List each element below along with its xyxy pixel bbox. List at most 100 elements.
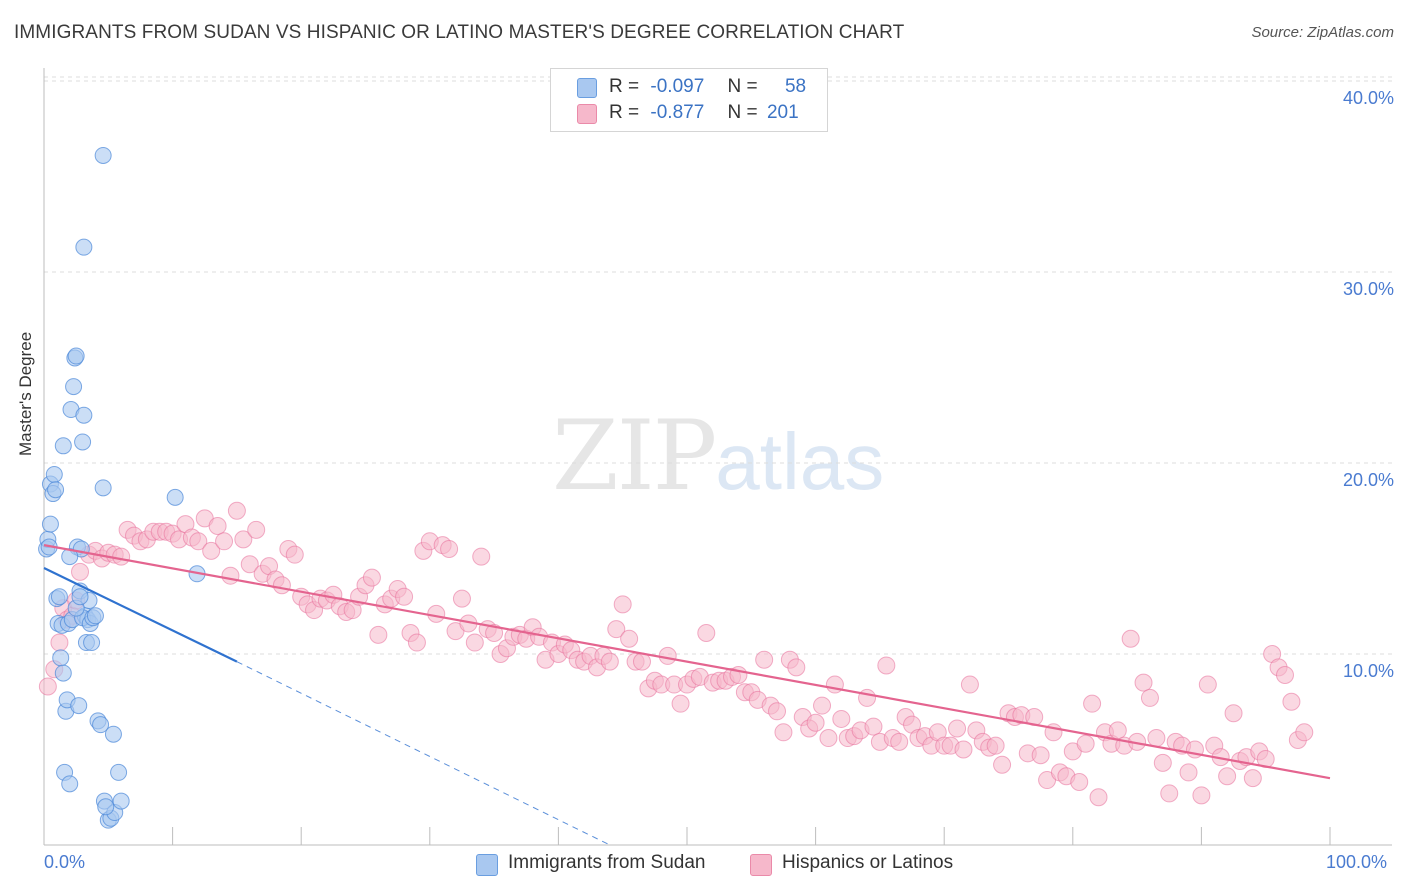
data-point-hispanic: [600, 652, 619, 671]
data-point-hispanic: [1070, 772, 1089, 791]
data-point-hispanic: [1224, 704, 1243, 723]
data-point-sudan: [47, 481, 65, 499]
y-tick-label: 10.0%: [1342, 661, 1394, 681]
data-point-hispanic: [1243, 769, 1262, 788]
data-point-sudan: [92, 716, 110, 734]
data-point-hispanic: [1160, 784, 1179, 803]
data-point-hispanic: [1147, 729, 1166, 748]
data-point-hispanic: [858, 688, 877, 707]
data-point-hispanic: [787, 658, 806, 677]
data-point-sudan: [75, 238, 93, 256]
data-point-hispanic: [485, 623, 504, 642]
data-point-sudan: [50, 588, 68, 606]
data-point-hispanic: [658, 646, 677, 665]
data-point-sudan: [75, 406, 93, 424]
data-point-sudan: [67, 347, 85, 365]
watermark-zip: ZIP: [552, 400, 717, 512]
data-point-hispanic: [1134, 673, 1153, 692]
data-point-sudan: [61, 548, 79, 566]
bottom-legend-label: Immigrants from Sudan: [508, 852, 706, 873]
legend-swatch-pink: [577, 104, 597, 124]
data-point-hispanic: [472, 547, 491, 566]
data-point-hispanic: [890, 732, 909, 751]
legend-swatch-blue: [476, 854, 498, 876]
watermark-atlas: atlas: [715, 417, 885, 506]
data-point-sudan: [86, 607, 104, 625]
data-point-hispanic: [1295, 723, 1314, 742]
data-point-sudan: [54, 437, 72, 455]
data-point-hispanic: [71, 562, 90, 581]
data-point-hispanic: [671, 694, 690, 713]
data-point-hispanic: [189, 532, 208, 551]
data-point-hispanic: [774, 723, 793, 742]
data-point-hispanic: [1031, 746, 1050, 765]
legend-r-label: R =: [609, 102, 640, 123]
data-point-sudan: [112, 792, 130, 810]
data-point-hispanic: [234, 530, 253, 549]
data-point-hispanic: [613, 595, 632, 614]
correlation-legend: R = -0.097 N = 58 R = -0.877 N = 201: [550, 68, 828, 132]
y-axis-label: Master's Degree: [16, 331, 35, 456]
data-point-hispanic: [395, 587, 414, 606]
data-point-hispanic: [1121, 629, 1140, 648]
data-point-sudan: [70, 697, 88, 715]
data-point-hispanic: [240, 555, 259, 574]
data-point-hispanic: [227, 501, 246, 520]
legend-n-value: 58: [784, 76, 807, 97]
data-point-sudan: [83, 634, 101, 652]
data-point-hispanic: [960, 675, 979, 694]
data-point-hispanic: [272, 576, 291, 595]
data-point-hispanic: [452, 589, 471, 608]
data-point-sudan: [94, 146, 112, 164]
data-point-hispanic: [954, 740, 973, 759]
data-point-sudan: [110, 763, 128, 781]
data-point-hispanic: [215, 532, 234, 551]
data-point-sudan: [41, 515, 59, 533]
data-point-hispanic: [697, 623, 716, 642]
data-point-hispanic: [362, 568, 381, 587]
data-point-sudan: [65, 378, 83, 396]
data-point-hispanic: [440, 539, 459, 558]
data-point-hispanic: [1218, 767, 1237, 786]
x-tick-label: 0.0%: [44, 852, 86, 872]
data-point-hispanic: [112, 547, 131, 566]
data-point-hispanic: [620, 629, 639, 648]
data-point-hispanic: [1198, 675, 1217, 694]
trendline-hispanic: [43, 544, 1331, 780]
y-tick-label: 20.0%: [1342, 470, 1394, 490]
data-point-hispanic: [632, 652, 651, 671]
trendline-sudan: [43, 567, 238, 663]
legend-n-label: N =: [727, 76, 758, 97]
data-point-sudan: [52, 649, 70, 667]
legend-swatch-blue: [577, 78, 597, 98]
data-point-sudan: [104, 725, 122, 743]
data-point-hispanic: [1179, 763, 1198, 782]
data-point-hispanic: [208, 517, 227, 536]
data-point-hispanic: [1192, 786, 1211, 805]
data-point-hispanic: [755, 650, 774, 669]
data-point-hispanic: [38, 677, 57, 696]
data-point-sudan: [97, 798, 115, 816]
data-point-hispanic: [1108, 721, 1127, 740]
data-point-hispanic: [993, 755, 1012, 774]
data-point-sudan: [54, 664, 72, 682]
y-tick-label: 30.0%: [1342, 279, 1394, 299]
data-point-hispanic: [1282, 692, 1301, 711]
data-point-hispanic: [948, 719, 967, 738]
x-tick-label: 100.0%: [1326, 852, 1388, 872]
data-point-hispanic: [1076, 734, 1095, 753]
data-point-hispanic: [50, 633, 69, 652]
data-point-sudan: [45, 465, 63, 483]
data-point-hispanic: [369, 625, 388, 644]
data-point-hispanic: [877, 656, 896, 675]
legend-r-label: R =: [609, 76, 640, 97]
data-point-hispanic: [1153, 753, 1172, 772]
y-tick-label: 40.0%: [1342, 88, 1394, 108]
data-point-hispanic: [1089, 788, 1108, 807]
data-point-hispanic: [768, 702, 787, 721]
data-point-hispanic: [285, 545, 304, 564]
data-point-hispanic: [202, 541, 221, 560]
data-point-hispanic: [813, 696, 832, 715]
chart-title: IMMIGRANTS FROM SUDAN VS HISPANIC OR LAT…: [14, 22, 905, 43]
